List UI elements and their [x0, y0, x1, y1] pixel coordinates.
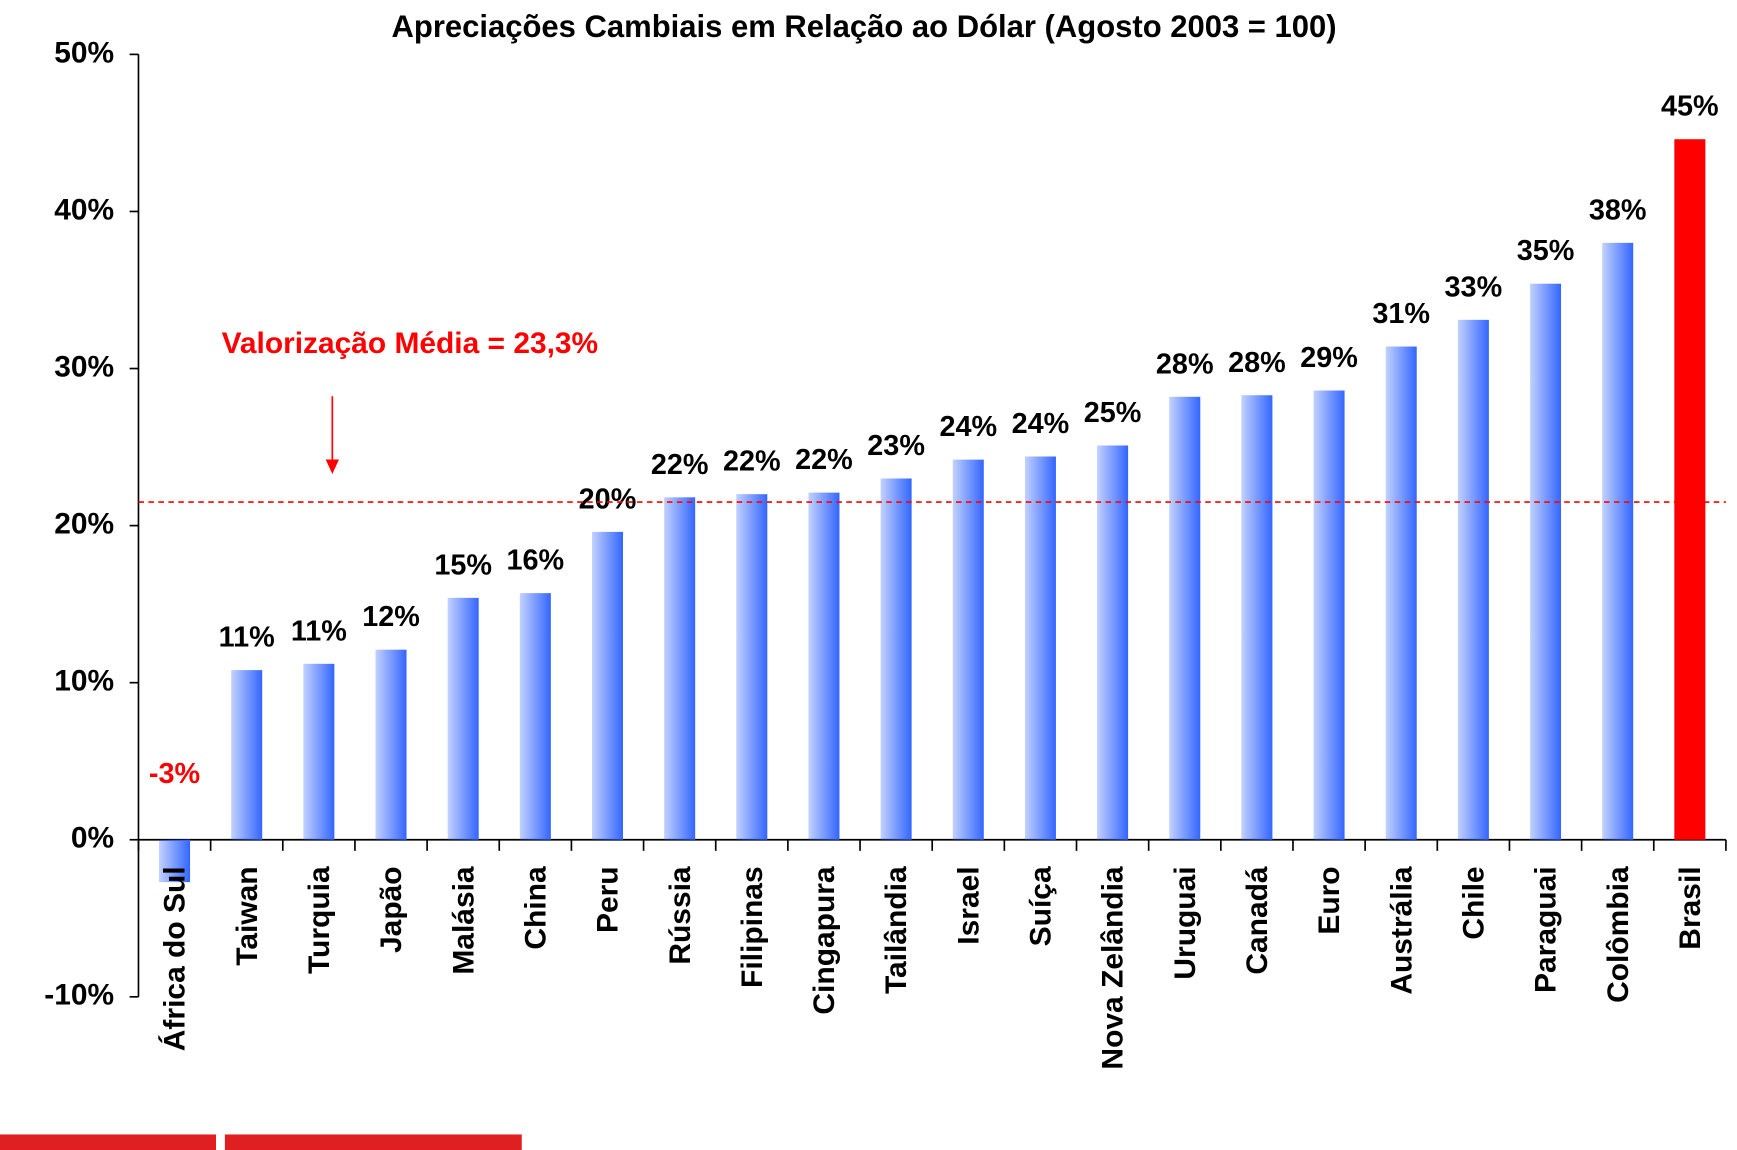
x-tick-label: Uruguai: [1169, 866, 1202, 979]
bar: [447, 597, 479, 840]
x-tick-label: Rússia: [664, 866, 697, 965]
value-label: 24%: [1012, 408, 1070, 440]
x-tick-label: China: [519, 866, 552, 950]
value-label: 25%: [1084, 397, 1142, 429]
value-label: 33%: [1445, 271, 1503, 303]
value-label: 29%: [1300, 342, 1358, 374]
x-tick-label: Filipinas: [736, 866, 769, 988]
y-tick-label: 10%: [54, 665, 114, 698]
x-tick-label: Turquia: [303, 866, 336, 974]
value-label: 24%: [939, 411, 997, 443]
x-tick-label: Paraguai: [1530, 866, 1563, 993]
bar: [159, 839, 191, 883]
logo: [224, 1134, 522, 1150]
bar: [1097, 445, 1129, 840]
x-tick-label: Japão: [375, 866, 408, 953]
x-tick-label: Euro: [1313, 866, 1346, 934]
x-tick-label: Brasil: [1674, 866, 1707, 949]
bar: [231, 670, 263, 840]
bar: [736, 494, 768, 840]
bar: [1241, 395, 1273, 840]
x-tick-label: Cingapura: [808, 866, 841, 1015]
bar: [591, 531, 624, 840]
bar: [519, 593, 551, 840]
x-tick-label: Colômbia: [1602, 866, 1635, 1003]
x-tick-label: Tailândia: [880, 866, 913, 994]
value-label: 28%: [1156, 348, 1214, 380]
y-tick-label: 40%: [54, 193, 114, 226]
x-tick-label: Suíça: [1025, 866, 1058, 946]
chart-title: Apreciações Cambiais em Relação ao Dólar…: [392, 9, 1337, 44]
value-label: 12%: [362, 601, 420, 633]
bar: [1385, 346, 1417, 840]
value-label: 28%: [1228, 347, 1286, 379]
value-label: 16%: [507, 545, 565, 577]
y-tick-label: 20%: [54, 507, 114, 540]
bar: [1602, 242, 1634, 840]
bar: [1024, 456, 1056, 840]
value-label: 15%: [434, 549, 492, 581]
value-label: 11%: [219, 622, 275, 654]
bar: [808, 492, 840, 840]
bar: [1674, 139, 1706, 840]
y-tick-label: 30%: [54, 350, 114, 383]
value-label: 20%: [579, 483, 637, 515]
value-label: 22%: [795, 444, 853, 476]
arrow-head: [325, 459, 339, 474]
value-label: 22%: [723, 446, 781, 478]
x-tick-label: Israel: [952, 866, 985, 944]
bar: [880, 478, 912, 840]
bar: [1169, 396, 1201, 840]
bar: [1530, 283, 1562, 840]
x-tick-label: África do Sul: [158, 866, 192, 1051]
y-tick-label: 50%: [54, 36, 114, 69]
y-tick-label: -10%: [44, 979, 114, 1012]
value-label: 22%: [651, 449, 709, 481]
x-tick-label: Peru: [592, 866, 625, 933]
value-label: 31%: [1372, 298, 1430, 330]
value-label: 35%: [1517, 235, 1575, 267]
bar: [303, 663, 335, 840]
x-tick-label: Canadá: [1241, 866, 1274, 975]
logo: [0, 1134, 217, 1150]
x-tick-label: Taiwan: [231, 866, 264, 965]
annotation: Valorização Média = 23,3%: [222, 327, 599, 360]
value-label: -3%: [149, 758, 200, 790]
value-label: 11%: [291, 615, 347, 647]
bar: [952, 459, 984, 840]
bar: [664, 497, 696, 840]
y-tick-label: 0%: [71, 822, 114, 855]
x-tick-label: Austrália: [1385, 866, 1418, 995]
value-label: 45%: [1661, 91, 1719, 123]
bar: [1457, 319, 1489, 840]
x-tick-label: Nova Zelândia: [1097, 866, 1130, 1070]
x-tick-label: Malásia: [447, 866, 480, 975]
value-label: 23%: [867, 430, 925, 462]
x-tick-label: Chile: [1458, 866, 1491, 939]
bar: [375, 649, 407, 840]
bar: [1313, 390, 1345, 840]
value-label: 38%: [1589, 194, 1647, 226]
